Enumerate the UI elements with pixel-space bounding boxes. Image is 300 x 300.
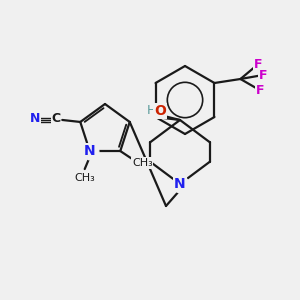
Text: CH₃: CH₃ (74, 173, 95, 183)
Text: C: C (52, 112, 61, 125)
Text: F: F (254, 58, 262, 71)
Text: F: F (259, 68, 267, 82)
Text: F: F (256, 84, 265, 97)
Text: O: O (154, 104, 166, 118)
Text: N: N (30, 112, 40, 125)
Text: N: N (174, 177, 186, 191)
Text: N: N (84, 144, 95, 158)
Text: CH₃: CH₃ (132, 158, 153, 168)
Text: H: H (146, 104, 156, 118)
